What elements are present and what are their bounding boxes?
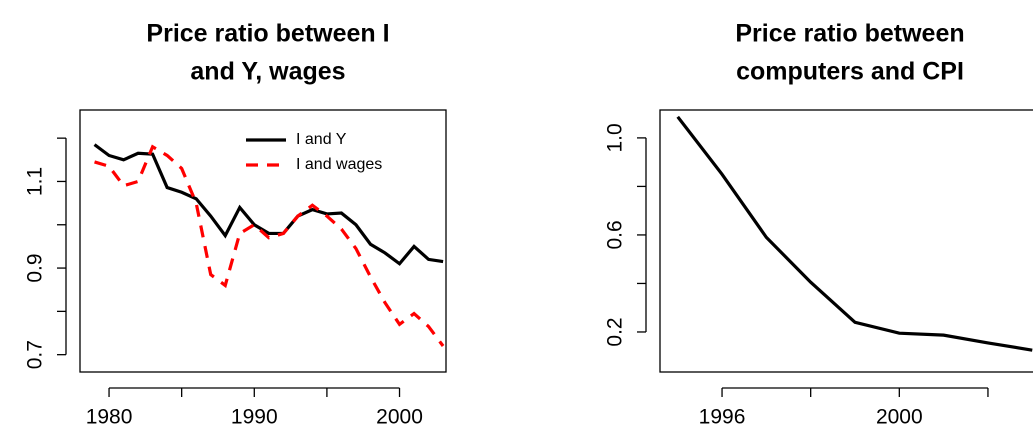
y-tick-label: 0.6: [604, 220, 627, 249]
chart-title: computers and CPI: [736, 58, 964, 86]
x-tick-label: 2000: [376, 406, 423, 429]
y-tick-label: 0.7: [24, 340, 47, 369]
y-tick-label: 1.1: [24, 167, 47, 196]
y-tick-label: 0.2: [604, 317, 627, 346]
legend-label: I and wages: [296, 156, 382, 173]
y-tick-label: 1.0: [604, 123, 627, 152]
plot-box: [659, 109, 1033, 373]
x-tick-label: 1990: [231, 406, 278, 429]
series-line: [676, 115, 1033, 352]
y-tick-label: 0.9: [24, 253, 47, 282]
series-line: [93, 143, 444, 266]
legend-label: I and Y: [296, 131, 347, 148]
chart-title: Price ratio between I: [146, 20, 389, 48]
x-tick-label: 1996: [699, 406, 746, 429]
chart-title: and Y, wages: [190, 58, 345, 86]
x-tick-label: 2000: [876, 406, 923, 429]
x-tick-label: 1980: [86, 406, 133, 429]
plot-box: [79, 109, 447, 373]
series-line: [94, 144, 445, 347]
chart-title: Price ratio between: [735, 20, 964, 48]
